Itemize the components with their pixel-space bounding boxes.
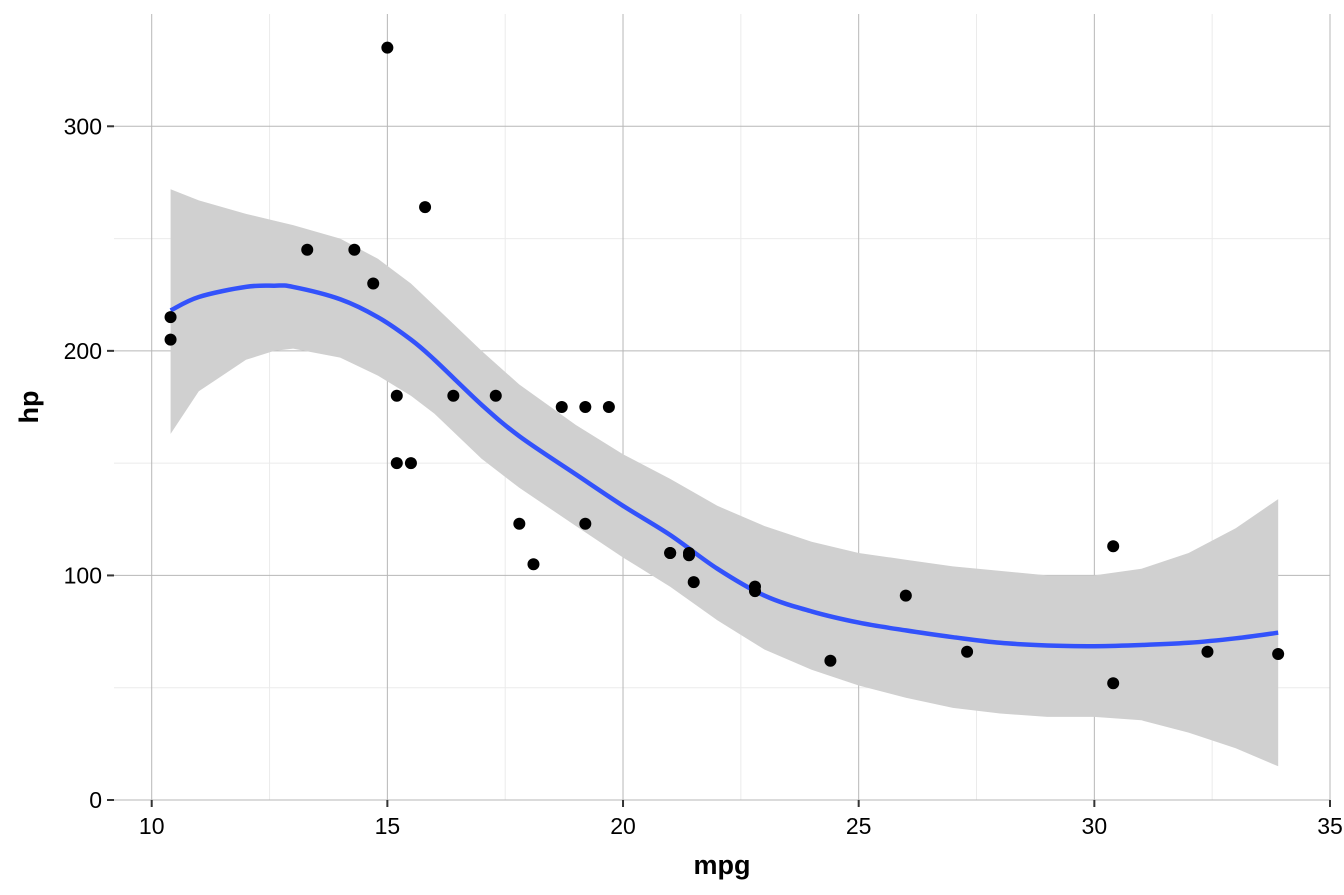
data-point	[687, 576, 700, 589]
data-point	[579, 401, 592, 413]
data-point	[527, 558, 540, 571]
x-tick-label: 30	[1082, 813, 1108, 839]
x-tick-label: 20	[610, 813, 636, 839]
data-point	[602, 401, 615, 413]
y-tick-label: 100	[64, 562, 102, 588]
data-point	[447, 389, 460, 402]
data-point	[404, 457, 417, 470]
data-point	[1107, 540, 1120, 553]
data-point	[555, 401, 568, 413]
data-point	[513, 517, 526, 530]
x-tick-label: 25	[846, 813, 872, 839]
data-point	[824, 654, 837, 667]
x-tick-label: 35	[1317, 813, 1343, 839]
data-point	[1201, 645, 1214, 658]
data-point	[1272, 648, 1285, 661]
data-point	[164, 333, 177, 346]
data-point	[683, 549, 696, 562]
y-tick-label: 0	[89, 787, 102, 813]
data-point	[367, 277, 380, 290]
data-point	[381, 41, 394, 54]
data-point	[419, 201, 432, 214]
data-point	[664, 546, 677, 559]
x-tick-label: 10	[139, 813, 165, 839]
x-axis: 10 15 20 25 30 35	[139, 800, 1343, 839]
data-point	[301, 243, 314, 256]
y-tick-label: 200	[64, 338, 102, 364]
data-point	[164, 311, 177, 324]
data-point	[1107, 677, 1120, 690]
data-point	[390, 457, 403, 470]
data-point	[489, 389, 502, 402]
x-axis-title: mpg	[694, 850, 751, 880]
data-point	[748, 580, 761, 593]
confidence-band	[170, 189, 1279, 767]
y-axis: 0 100 200 300	[64, 113, 114, 813]
data-point	[390, 389, 403, 402]
data-points	[164, 41, 1285, 690]
data-point	[348, 243, 361, 256]
y-tick-label: 300	[64, 113, 102, 139]
y-axis-title: hp	[14, 391, 44, 424]
x-tick-label: 15	[375, 813, 401, 839]
grid-minor	[114, 14, 1330, 800]
data-point	[579, 517, 592, 530]
data-point	[899, 589, 912, 602]
smooth-line	[169, 283, 1279, 649]
data-point	[961, 645, 974, 658]
